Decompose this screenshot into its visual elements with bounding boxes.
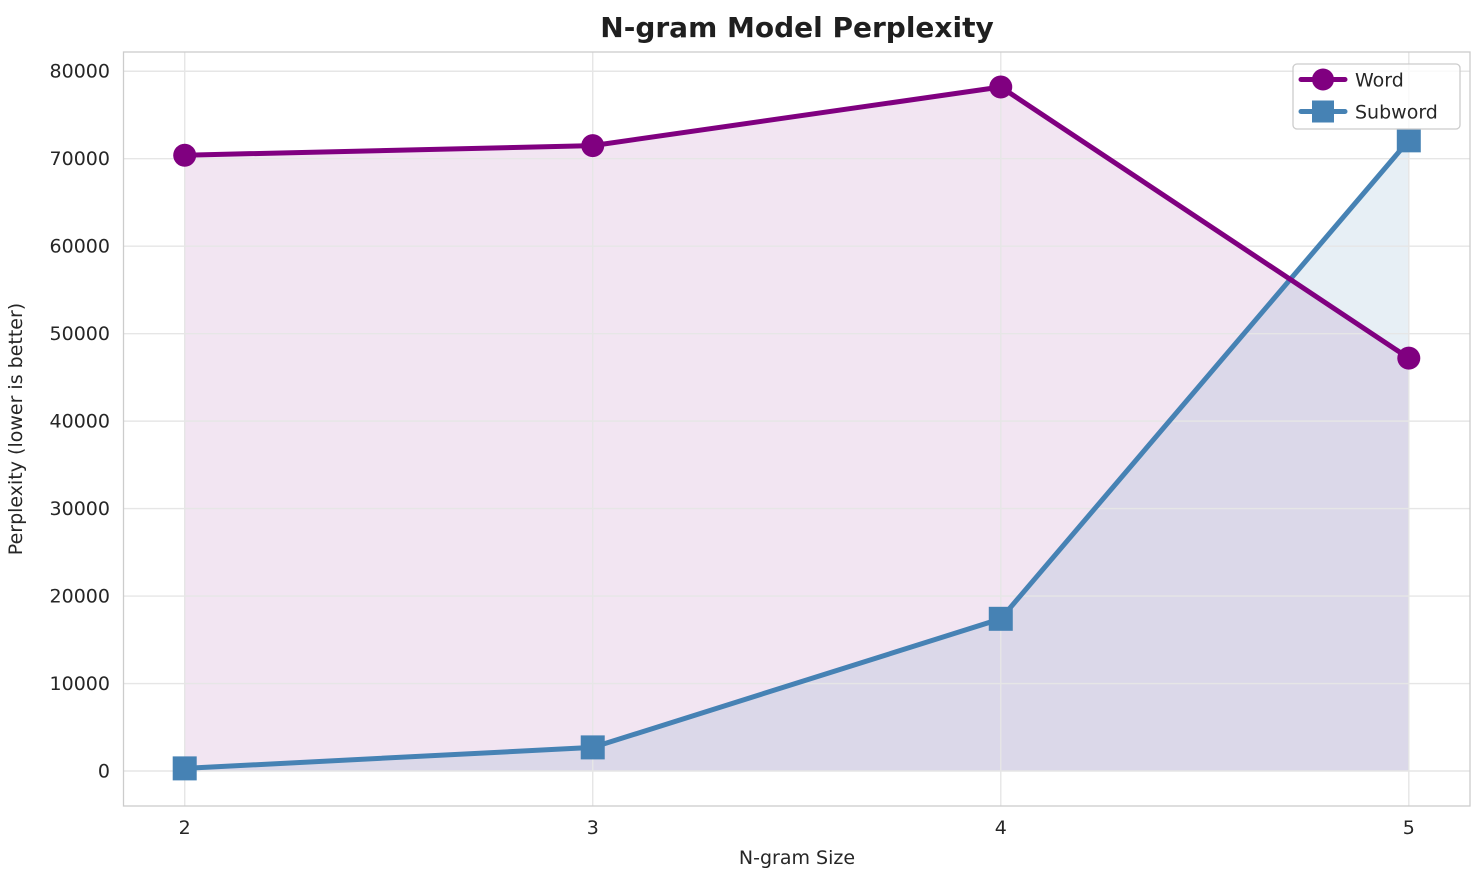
subword-data-point bbox=[988, 606, 1013, 631]
word-data-point bbox=[1397, 346, 1421, 370]
y-tick-label: 60000 bbox=[50, 236, 110, 258]
word-data-point bbox=[173, 143, 197, 167]
y-tick-label: 20000 bbox=[50, 586, 110, 608]
series-lines bbox=[182, 84, 1412, 771]
y-tick-label: 30000 bbox=[50, 498, 110, 520]
gridlines bbox=[123, 52, 1470, 806]
word-marker-icon bbox=[1312, 68, 1334, 91]
subword-data-point bbox=[580, 735, 605, 760]
word-area-fill bbox=[184, 86, 1409, 772]
area-fills bbox=[184, 86, 1409, 772]
subword-marker-icon bbox=[1312, 100, 1334, 123]
x-tick-label: 2 bbox=[179, 817, 191, 839]
subword-line bbox=[182, 137, 1412, 771]
y-tick-label: 50000 bbox=[50, 323, 110, 345]
y-tick-labels: 0 10000 20000 30000 40000 50000 60000 70000 8000… bbox=[50, 61, 110, 783]
word-data-point bbox=[581, 134, 605, 158]
series-markers bbox=[172, 75, 1421, 781]
subword-data-point bbox=[172, 756, 197, 781]
chart-title: N-gram Model Perplexity bbox=[600, 11, 993, 44]
legend-label-subword: Subword bbox=[1355, 102, 1438, 124]
x-tick-labels: 2 3 4 5 bbox=[179, 817, 1415, 839]
y-tick-label: 70000 bbox=[50, 148, 110, 170]
y-tick-label: 0 bbox=[98, 761, 110, 783]
y-axis-label: Perplexity (lower is better) bbox=[5, 303, 27, 555]
legend: Word Subword bbox=[1292, 63, 1461, 130]
subword-data-point bbox=[1396, 128, 1421, 153]
y-tick-label: 40000 bbox=[50, 411, 110, 433]
x-tick-label: 4 bbox=[995, 817, 1007, 839]
subword-area-fill bbox=[184, 140, 1409, 772]
x-tick-label: 5 bbox=[1403, 817, 1415, 839]
x-axis-label: N-gram Size bbox=[739, 847, 855, 869]
y-tick-label: 10000 bbox=[50, 673, 110, 695]
word-data-point bbox=[989, 75, 1013, 99]
plot-border bbox=[122, 51, 1471, 807]
legend-label-word: Word bbox=[1355, 70, 1404, 92]
y-tick-label: 80000 bbox=[50, 61, 110, 83]
x-tick-label: 3 bbox=[587, 817, 599, 839]
word-line bbox=[182, 84, 1412, 361]
